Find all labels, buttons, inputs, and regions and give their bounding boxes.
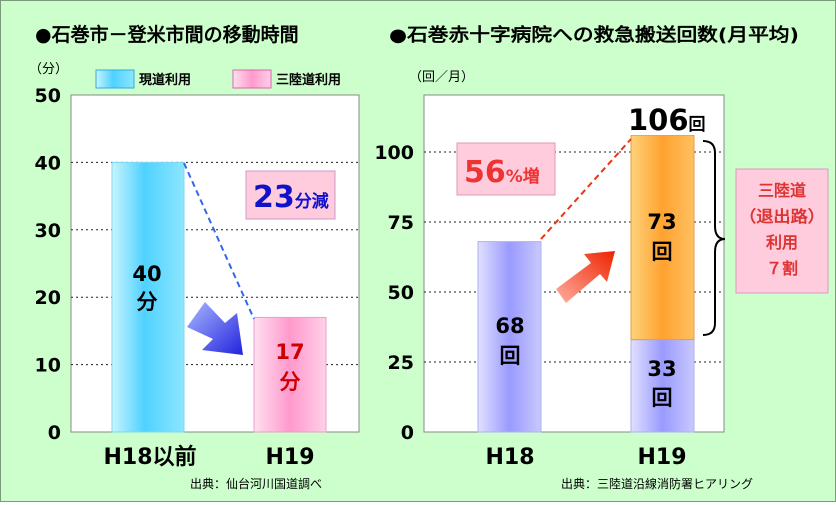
bracket-icon <box>702 140 726 336</box>
x-label-h19-left: H19 <box>265 445 314 470</box>
x-label-h18-right: H18 <box>485 445 534 470</box>
x-label-h18-before: H18以前 <box>103 444 196 470</box>
right-y-tick-label: 50 <box>388 282 414 304</box>
right-trend-dashed-line <box>540 138 632 240</box>
left-y-unit: （分） <box>29 62 68 77</box>
bar-label-h19-lower-value: 33 <box>647 357 676 381</box>
bracket-note-line-1: 三陸道 <box>758 181 806 200</box>
right-y-tick-label: 0 <box>401 422 414 444</box>
left-y-tick-label: 20 <box>35 287 61 309</box>
right-y-axis: 0 25 50 75 100 <box>374 142 414 444</box>
left-source-note: 出典：仙台河川国道調べ <box>190 476 322 491</box>
right-source-note: 出典：三陸道沿線消防署ヒアリング <box>561 476 753 491</box>
left-y-tick-label: 0 <box>48 422 61 444</box>
left-callout-box <box>245 170 336 220</box>
left-chart-title: ●石巻市－登米市間の移動時間 <box>35 23 299 46</box>
bar-label-h19-value: 17 <box>275 340 304 364</box>
decrease-arrow-icon <box>187 302 243 355</box>
legend-swatch-current-road <box>95 69 135 89</box>
bracket-note-line-4: ７割 <box>766 259 798 278</box>
left-y-tick-label: 30 <box>35 220 61 242</box>
total-label: 106回 <box>628 103 706 137</box>
legend-label-sanriku: 三陸道利用 <box>276 72 341 88</box>
bar-label-h19-upper-value: 73 <box>647 210 676 234</box>
left-y-tick-label: 50 <box>35 85 61 107</box>
left-callout-text: 23分減 <box>253 180 329 215</box>
x-label-h19-right: H19 <box>637 445 686 470</box>
bracket-note-box <box>735 168 829 294</box>
bracket-note-line-3: 利用 <box>766 233 798 252</box>
bar-h18-transports <box>477 241 542 433</box>
legend-swatch-sanriku <box>232 69 272 89</box>
right-y-tick-label: 75 <box>388 212 414 234</box>
bar-h19-upper-segment <box>630 134 695 341</box>
bar-label-h19-unit: 分 <box>280 370 301 394</box>
total-label-box <box>625 103 701 135</box>
bar-h19-lower-segment <box>630 339 695 433</box>
bar-label-h18-unit: 分 <box>137 290 158 314</box>
bar-label-h18-right-unit: 回 <box>500 344 521 368</box>
right-y-tick-label: 25 <box>388 352 414 374</box>
right-callout-text: 56%増 <box>464 155 540 190</box>
left-y-axis: 0 10 20 30 40 50 <box>35 85 61 444</box>
left-y-tick-label: 10 <box>35 355 61 377</box>
bar-h19-sanriku <box>253 316 327 433</box>
right-callout-box <box>456 142 556 196</box>
bar-label-h19-upper-unit: 回 <box>652 240 673 264</box>
bar-label-h19-lower-unit: 回 <box>652 386 673 410</box>
right-y-tick-label: 100 <box>374 142 414 164</box>
left-trend-dashed-line <box>183 162 255 320</box>
right-y-unit: （回／月） <box>409 70 474 85</box>
legend-label-current-road: 現道利用 <box>139 72 191 88</box>
bracket-note-line-2: （退出路） <box>739 207 825 226</box>
bar-label-h18-value: 40 <box>132 262 161 286</box>
left-y-tick-label: 40 <box>35 152 61 174</box>
increase-arrow-icon <box>556 251 615 303</box>
bar-label-h18-right-value: 68 <box>495 314 524 338</box>
bar-h18-current-road <box>111 161 185 433</box>
right-chart-title: ●石巻赤十字病院への救急搬送回数(月平均) <box>389 24 799 46</box>
